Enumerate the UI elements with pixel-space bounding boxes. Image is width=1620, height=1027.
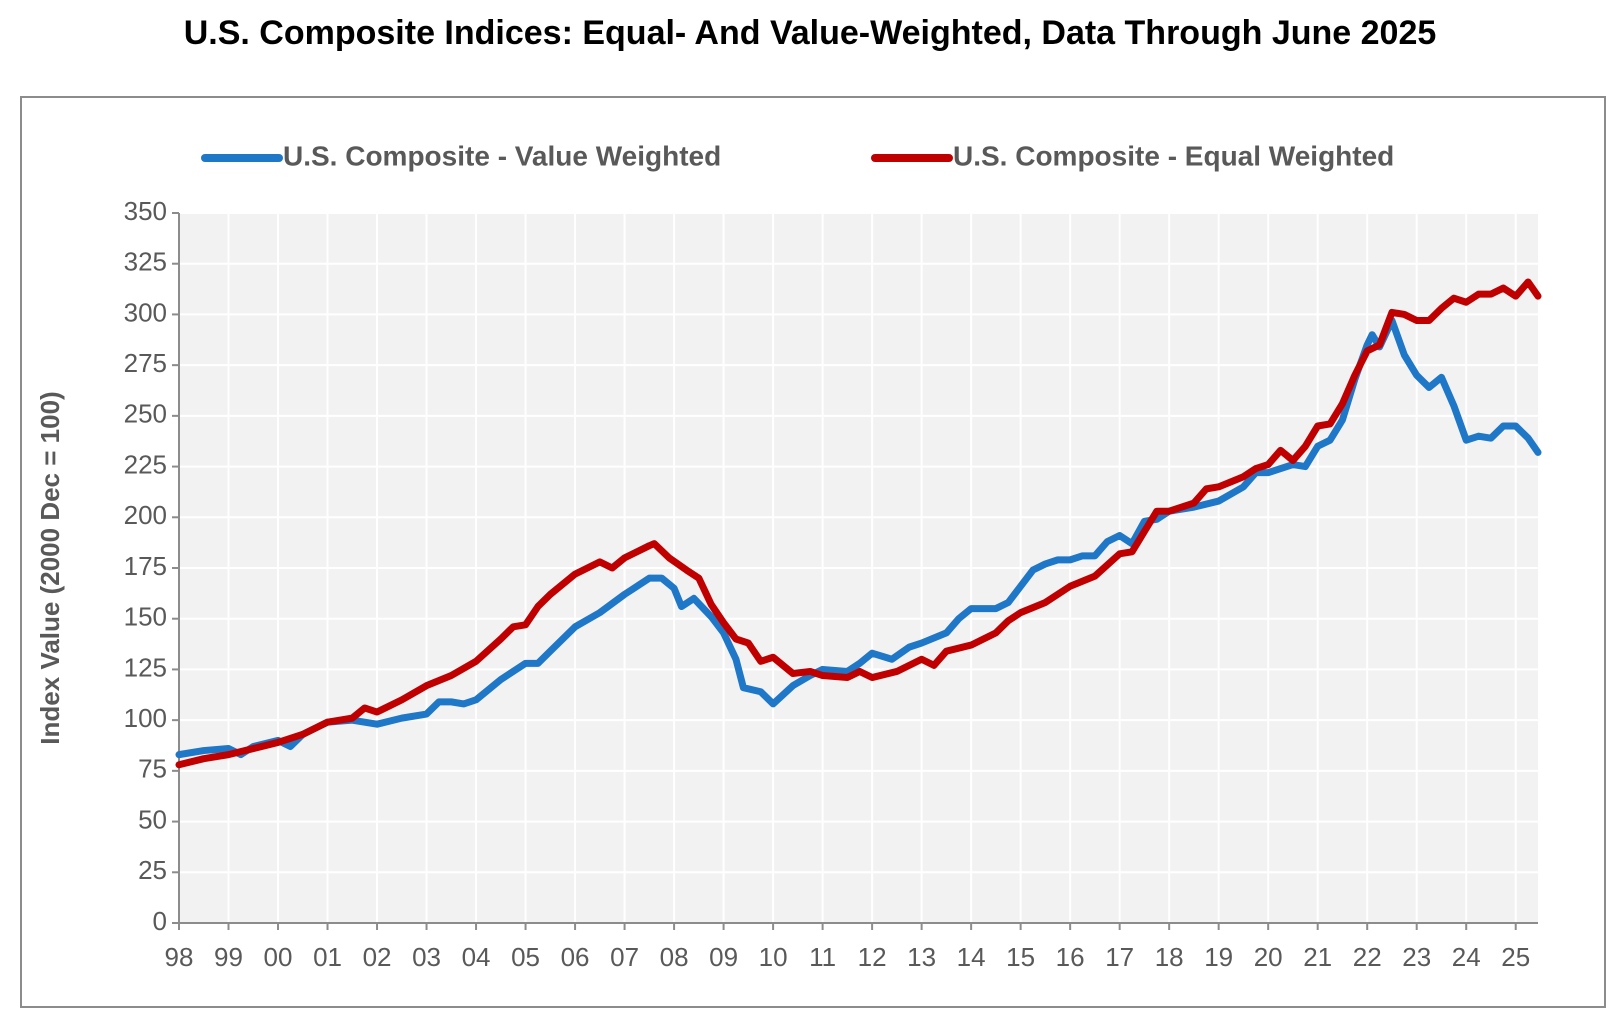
x-tick-label: 98 (165, 942, 194, 972)
x-tick-label: 20 (1254, 942, 1283, 972)
x-tick-label: 13 (907, 942, 936, 972)
y-tick-label: 50 (138, 804, 167, 834)
x-tick-label: 16 (1056, 942, 1085, 972)
y-tick-label: 325 (124, 247, 167, 277)
y-tick-label: 150 (124, 602, 167, 632)
x-tick-label: 17 (1105, 942, 1134, 972)
legend-label: U.S. Composite - Value Weighted (283, 140, 721, 171)
y-tick-label: 25 (138, 855, 167, 885)
x-tick-label: 25 (1501, 942, 1530, 972)
y-axis-label: Index Value (2000 Dec = 100) (35, 391, 65, 744)
x-tick-label: 15 (1006, 942, 1035, 972)
y-tick-label: 200 (124, 500, 167, 530)
y-tick-label: 250 (124, 399, 167, 429)
x-tick-label: 21 (1303, 942, 1332, 972)
x-tick-label: 03 (412, 942, 441, 972)
y-tick-label: 225 (124, 449, 167, 479)
x-tick-label: 24 (1452, 942, 1481, 972)
y-tick-label: 350 (124, 196, 167, 226)
series-line (175, 278, 1542, 769)
y-tick-label: 0 (153, 906, 167, 936)
chart-frame (20, 96, 1606, 1008)
x-tick-label: 23 (1402, 942, 1431, 972)
y-tick-label: 75 (138, 754, 167, 784)
y-tick-label: 100 (124, 703, 167, 733)
x-tick-label: 01 (313, 942, 342, 972)
legend-label: U.S. Composite - Equal Weighted (953, 140, 1394, 171)
x-tick-label: 05 (511, 942, 540, 972)
x-tick-label: 19 (1204, 942, 1233, 972)
y-tick-label: 175 (124, 551, 167, 581)
x-tick-label: 04 (462, 942, 491, 972)
x-tick-label: 06 (561, 942, 590, 972)
x-tick-label: 22 (1353, 942, 1382, 972)
x-tick-label: 08 (660, 942, 689, 972)
x-tick-label: 11 (809, 942, 836, 972)
x-tick-label: 00 (264, 942, 293, 972)
y-tick-label: 125 (124, 652, 167, 682)
y-tick-label: 275 (124, 348, 167, 378)
x-tick-label: 18 (1155, 942, 1184, 972)
x-tick-label: 12 (858, 942, 887, 972)
series-line (175, 317, 1542, 759)
x-tick-label: 09 (709, 942, 738, 972)
x-tick-label: 14 (957, 942, 986, 972)
x-tick-label: 07 (610, 942, 639, 972)
x-tick-label: 99 (214, 942, 243, 972)
chart-title: U.S. Composite Indices: Equal- And Value… (184, 14, 1437, 52)
x-tick-label: 10 (759, 942, 788, 972)
y-tick-label: 300 (124, 297, 167, 327)
x-tick-label: 02 (363, 942, 392, 972)
